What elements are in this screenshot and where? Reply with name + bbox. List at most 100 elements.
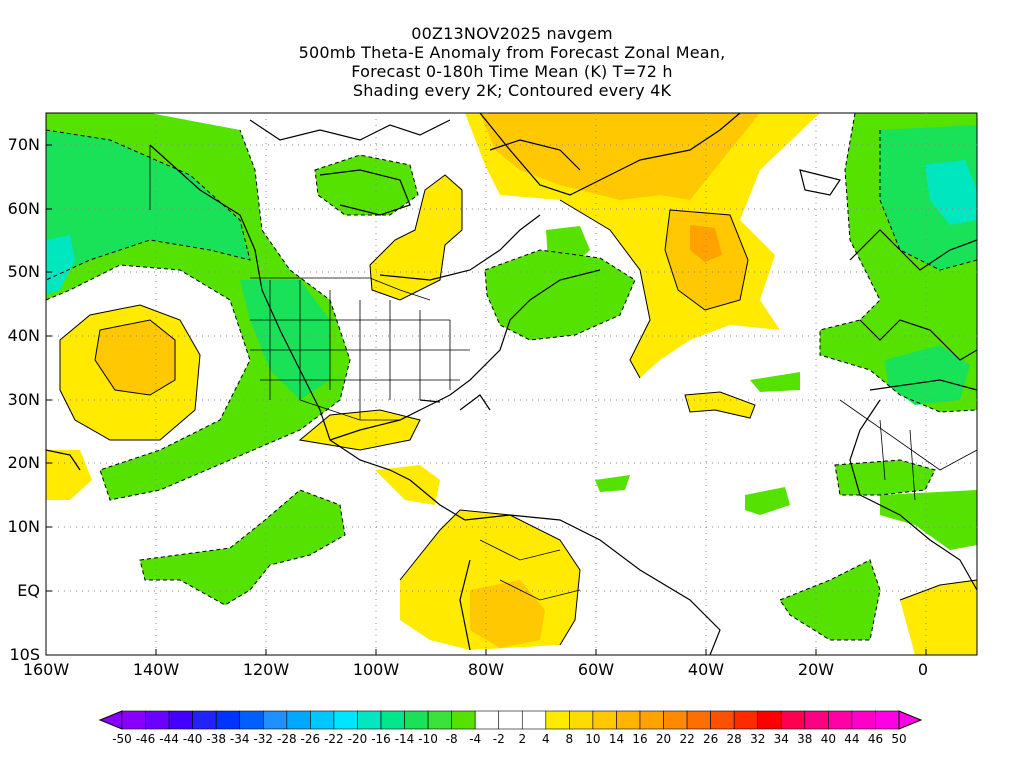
negative-anomaly-hudson	[315, 155, 418, 215]
lat-label-50n: 50N	[7, 262, 40, 281]
colorbar-cell	[498, 710, 523, 730]
graticule	[46, 113, 977, 655]
lat-label-70n: 70N	[7, 135, 40, 154]
colorbar-cell	[168, 710, 193, 730]
lat-label-10s: 10S	[9, 645, 40, 664]
colorbar-tick-label: -28	[277, 732, 297, 746]
axis-ticks	[46, 144, 927, 655]
lat-label-10n: 10N	[7, 517, 40, 536]
positive-anomaly-east-pacific-core	[95, 320, 175, 395]
negative-anomaly-labrador	[546, 226, 590, 268]
colorbar-tick-label: 16	[632, 732, 648, 746]
title-shading-line: Shading every 2K; Contoured every 4K	[352, 81, 672, 100]
colorbar-tick-label: -26	[300, 732, 321, 746]
colorbar-cell	[757, 710, 782, 730]
colorbar-tick-label: -14	[394, 732, 415, 746]
positive-anomaly-amazon-core	[470, 580, 545, 648]
colorbar-cell	[451, 710, 476, 730]
colorbar-cell	[569, 710, 594, 730]
title-variable-line: 500mb Theta-E Anomaly from Forecast Zona…	[298, 43, 726, 62]
colorbar-cell	[121, 710, 146, 730]
colorbar-cell	[545, 710, 570, 730]
colorbar-cell	[663, 710, 688, 730]
colorbar-cell	[404, 710, 429, 730]
lon-label-60w: 60W	[577, 660, 615, 679]
colorbar-tick-label: -20	[347, 732, 368, 746]
colorbar-cell	[875, 710, 900, 730]
negative-anomaly-gulf-guinea	[880, 490, 977, 550]
colorbar-cell	[239, 710, 264, 730]
colorbar-cell	[780, 710, 806, 730]
colorbar-tick-label: 32	[750, 732, 766, 746]
map-title: 00Z13NOV2025 navgem 500mb Theta-E Anomal…	[0, 24, 1024, 100]
lon-label-20w: 20W	[797, 660, 835, 679]
contours	[59, 174, 978, 646]
lon-label-160w: 160W	[22, 660, 70, 679]
colorbar-cell	[804, 710, 829, 730]
lon-label-40w: 40W	[687, 660, 725, 679]
colorbar-tick-label: 28	[726, 732, 742, 746]
colorbar-cells	[98, 710, 923, 730]
colorbar-tick-label: 34	[773, 732, 789, 746]
positive-anomaly-greenland-core	[480, 113, 760, 200]
colorbar-tick-label: -38	[206, 732, 226, 746]
negative-anomaly-northeast	[485, 250, 635, 340]
lat-label-20n: 20N	[7, 453, 40, 472]
colorbar-tick-label: 46	[867, 732, 884, 746]
positive-anomaly-atlantic-core	[690, 225, 722, 262]
colorbar-tick-label: -10	[418, 732, 438, 746]
colorbar-cell	[145, 710, 170, 730]
map-frame	[45, 112, 978, 656]
colorbar-cell	[215, 710, 241, 730]
negative-anomaly-mid-atlantic-a	[745, 487, 790, 515]
colorbar-tick-label: 50	[891, 732, 907, 746]
colorbar-tick-label: 20	[655, 732, 672, 746]
colorbar-tick-label: -44	[159, 732, 179, 746]
negative-anomaly-mid-atlantic-c	[750, 372, 800, 392]
lat-label-60n: 60N	[7, 199, 40, 218]
title-run-line: 00Z13NOV2025 navgem	[411, 24, 613, 43]
colorbar-cell	[333, 710, 358, 730]
colorbar-arrow-low	[98, 710, 123, 730]
colorbar-cell	[686, 710, 711, 730]
colorbar-arrow-high	[898, 710, 923, 730]
colorbar-tick-label: 2	[518, 732, 527, 746]
colorbar-tick-label: 40	[820, 732, 836, 746]
negative-anomaly-mediterranean	[885, 345, 970, 405]
lat-label-eq: EQ	[17, 581, 40, 600]
colorbar-cell	[851, 710, 876, 730]
negative-anomaly-alaska-core	[46, 130, 250, 280]
colorbar-tick-label: -32	[253, 732, 274, 746]
colorbar-tick-label: -16	[371, 732, 391, 746]
colorbar-tick-label: -22	[324, 732, 344, 746]
colorbar-cell	[828, 710, 853, 730]
lat-label-30n: 30N	[7, 390, 40, 409]
lat-label-40n: 40N	[7, 326, 40, 345]
colorbar-tick-label: 44	[844, 732, 860, 746]
colorbar-cell	[521, 710, 547, 730]
colorbar-cell	[357, 710, 382, 730]
colorbar-tick-label: 26	[702, 732, 719, 746]
colorbar-tick-label: -40	[182, 732, 203, 746]
positive-anomaly-central-america	[375, 465, 440, 505]
political-borders	[149, 145, 978, 601]
colorbar-cell	[262, 710, 288, 730]
colorbar-tick-label: 22	[679, 732, 695, 746]
colorbar-tick-label: 10	[585, 732, 601, 746]
colorbar-tick-label: 4	[541, 732, 550, 746]
colorbar-tick-label: -4	[469, 732, 482, 746]
colorbar-cell	[710, 710, 735, 730]
lon-label-0: 0	[917, 660, 929, 679]
lon-label-120w: 120W	[242, 660, 290, 679]
colorbar-cell	[192, 710, 217, 730]
colorbar-tick-label: -50	[112, 732, 132, 746]
positive-anomaly-central-canada	[370, 175, 462, 300]
negative-anomaly-europe-core	[880, 125, 977, 270]
colorbar-tick-label: 8	[565, 732, 574, 746]
colorbar-cell	[427, 710, 452, 730]
colorbar-cell	[380, 710, 405, 730]
colorbar-cell	[474, 710, 500, 730]
colorbar-cell	[286, 710, 311, 730]
